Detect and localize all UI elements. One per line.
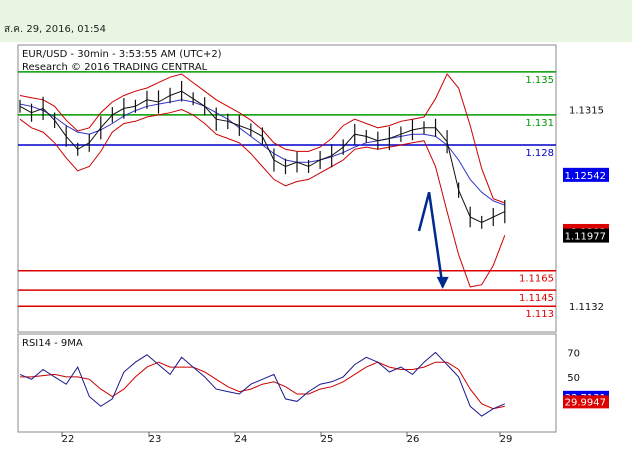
level-label-0: 1.135 bbox=[525, 75, 554, 86]
price-tag-bg-0 bbox=[563, 167, 609, 182]
rsi-tick-label-1: 50 bbox=[567, 373, 580, 384]
rsi-series: 705033.713129.9947 bbox=[19, 348, 609, 417]
time-axis: 22 23 24 25 26 29 bbox=[61, 432, 513, 445]
x-tick-label-1: 23 bbox=[149, 434, 162, 445]
level-label-1: 1.131 bbox=[525, 118, 554, 129]
price-tag-bg-2 bbox=[563, 228, 609, 243]
rsi-panel-frame bbox=[17, 333, 557, 433]
chart-subtitle: Research © 2016 TRADING CENTRAL bbox=[22, 62, 208, 73]
chart-timestamp: ส.ค. 29, 2016, 01:54 bbox=[4, 24, 107, 35]
bollinger-lower-line bbox=[19, 108, 506, 288]
forecast-arrow bbox=[417, 191, 449, 289]
level-label-5: 1.113 bbox=[525, 309, 554, 320]
price-tick-label-1: 1.1132 bbox=[569, 302, 604, 313]
rsi-line bbox=[19, 351, 505, 417]
price-line bbox=[19, 90, 506, 223]
x-tick-label-2: 24 bbox=[235, 434, 248, 445]
price-panel-frame bbox=[17, 44, 557, 333]
x-tick-label-3: 25 bbox=[321, 434, 334, 445]
forecast-arrowhead bbox=[436, 276, 449, 289]
price-series bbox=[19, 80, 506, 229]
forecast-path bbox=[417, 191, 444, 288]
support-resistance-levels: 1.135 1.131 1.128 1.1165 1.1145 1.113 bbox=[18, 71, 556, 320]
x-tick-label-0: 22 bbox=[62, 434, 75, 445]
rsi-title: RSI14 - 9MA bbox=[22, 338, 83, 349]
level-label-3: 1.1165 bbox=[519, 274, 554, 285]
rsi-tick-label-0: 70 bbox=[567, 348, 580, 359]
level-label-4: 1.1145 bbox=[519, 293, 554, 304]
price-tick-label-0: 1.1315 bbox=[569, 105, 604, 116]
rsi-ma-line bbox=[20, 361, 505, 410]
price-tag-0: 1.12542 bbox=[565, 171, 606, 182]
level-label-2: 1.128 bbox=[525, 148, 554, 159]
rsi-tag-bg-1 bbox=[563, 395, 609, 409]
x-tick-label-4: 26 bbox=[407, 434, 420, 445]
chart-title: EUR/USD - 30min - 3:53:55 AM (UTC+2) bbox=[22, 49, 222, 60]
x-tick-label-5: 29 bbox=[500, 434, 513, 445]
price-tag-2: 1.11977 bbox=[565, 232, 606, 243]
header-band: ส.ค. 29, 2016, 01:54 bbox=[0, 0, 632, 42]
rsi-tag-1: 29.9947 bbox=[565, 397, 606, 408]
